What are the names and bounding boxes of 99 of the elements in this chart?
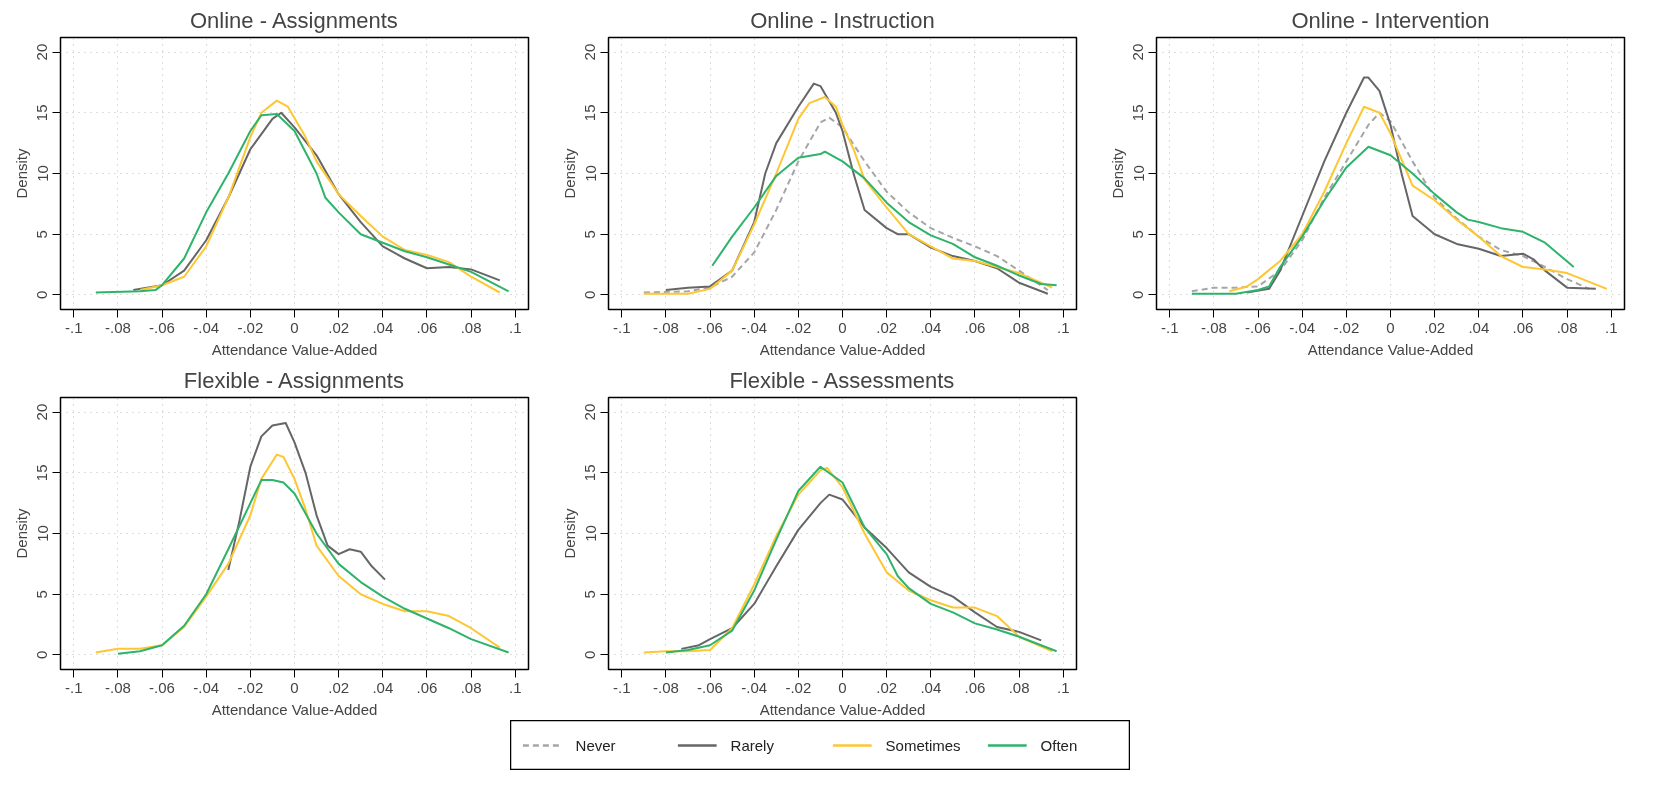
x-tick-label: -.06 [149, 318, 175, 336]
x-tick-label: .04 [1468, 318, 1490, 336]
x-tick-label: -.02 [785, 678, 812, 696]
x-tick-label: -.04 [193, 318, 220, 336]
y-tick-label: 15 [581, 464, 599, 482]
y-tick-label: 0 [581, 650, 599, 660]
x-tick-label: 0 [1386, 318, 1395, 336]
x-axis-title: Attendance Value-Added [211, 340, 378, 358]
y-tick-label: 10 [581, 525, 599, 542]
x-tick-label: 0 [290, 678, 299, 696]
y-tick-label: 0 [33, 650, 51, 660]
x-tick-label: -.04 [193, 678, 220, 696]
x-tick-label: -.06 [697, 678, 723, 696]
y-axis-title: Density [560, 147, 578, 199]
y-tick-label: 20 [33, 403, 51, 421]
y-tick-label: 10 [33, 525, 51, 542]
y-tick-label: 20 [1129, 43, 1147, 61]
x-tick-label: .02 [876, 678, 898, 696]
x-tick-label: .06 [964, 678, 986, 696]
x-tick-label: .02 [328, 678, 350, 696]
x-tick-label: -.08 [104, 678, 131, 696]
y-tick-label: 5 [33, 590, 51, 599]
x-tick-label: .1 [509, 678, 522, 696]
y-tick-label: 20 [581, 43, 599, 61]
y-tick-label: 20 [581, 403, 599, 421]
x-tick-label: .04 [920, 678, 942, 696]
x-tick-label: .08 [1008, 318, 1030, 336]
chart-title: Flexible - Assignments [183, 367, 404, 393]
x-tick-label: .02 [876, 318, 898, 336]
x-axis-title: Attendance Value-Added [759, 700, 926, 718]
y-tick-label: 5 [1129, 230, 1147, 239]
x-tick-label: 0 [838, 678, 847, 696]
x-tick-label: -.1 [612, 318, 631, 336]
x-tick-label: .1 [1057, 318, 1070, 336]
y-tick-label: 15 [33, 104, 51, 122]
y-tick-label: 20 [33, 43, 51, 61]
y-axis-title: Density [12, 507, 30, 559]
chart-title: Online - Assignments [189, 7, 398, 33]
x-tick-label: -.1 [612, 678, 631, 696]
x-tick-label: -.06 [149, 678, 175, 696]
x-tick-label: 0 [838, 318, 847, 336]
x-tick-label: -.02 [1333, 318, 1360, 336]
x-tick-label: -.02 [785, 318, 812, 336]
x-tick-label: -.04 [741, 678, 768, 696]
x-tick-label: .1 [1605, 318, 1618, 336]
y-tick-label: 15 [581, 104, 599, 122]
chart-title: Online - Intervention [1291, 7, 1490, 33]
x-tick-label: .08 [460, 318, 482, 336]
y-tick-label: 10 [1129, 165, 1147, 182]
x-axis-title: Attendance Value-Added [1307, 340, 1474, 358]
y-tick-label: 5 [581, 590, 599, 599]
chart-title: Flexible - Assessments [729, 367, 955, 393]
x-tick-label: .02 [1424, 318, 1446, 336]
y-tick-label: 0 [1129, 290, 1147, 300]
x-tick-label: 0 [290, 318, 299, 336]
x-tick-label: .08 [1556, 318, 1578, 336]
y-tick-label: 15 [33, 464, 51, 482]
y-axis-title: Density [12, 147, 30, 199]
x-tick-label: .04 [372, 318, 394, 336]
x-tick-label: -.08 [1200, 318, 1227, 336]
x-tick-label: -.1 [64, 318, 83, 336]
x-tick-label: -.08 [652, 318, 679, 336]
legend-label: Rarely [730, 737, 775, 754]
x-tick-label: -.06 [697, 318, 723, 336]
x-tick-label: .02 [328, 318, 350, 336]
legend-label: Never [575, 737, 616, 754]
y-tick-label: 10 [581, 165, 599, 182]
x-tick-label: -.04 [1289, 318, 1316, 336]
x-tick-label: .06 [416, 318, 438, 336]
x-tick-label: .08 [1008, 678, 1030, 696]
y-tick-label: 0 [33, 290, 51, 300]
x-tick-label: -.04 [741, 318, 768, 336]
y-tick-label: 5 [581, 230, 599, 239]
y-tick-label: 15 [1129, 104, 1147, 122]
x-tick-label: -.02 [237, 678, 264, 696]
x-tick-label: .04 [372, 678, 394, 696]
x-tick-label: -.06 [1245, 318, 1271, 336]
x-tick-label: -.02 [237, 318, 264, 336]
y-axis-title: Density [1108, 147, 1126, 199]
x-axis-title: Attendance Value-Added [211, 700, 378, 718]
x-tick-label: .06 [416, 678, 438, 696]
x-tick-label: .04 [920, 318, 942, 336]
x-tick-label: .1 [1057, 678, 1070, 696]
y-tick-label: 0 [581, 290, 599, 300]
x-tick-label: .06 [1512, 318, 1534, 336]
x-tick-label: .1 [509, 318, 522, 336]
x-tick-label: -.08 [652, 678, 679, 696]
x-tick-label: -.08 [104, 318, 131, 336]
legend-label: Often [1040, 737, 1078, 754]
y-tick-label: 10 [33, 165, 51, 182]
x-tick-label: .08 [460, 678, 482, 696]
y-tick-label: 5 [33, 230, 51, 239]
legend-label: Sometimes [885, 737, 961, 754]
y-axis-title: Density [560, 507, 578, 559]
x-tick-label: .06 [964, 318, 986, 336]
chart-title: Online - Instruction [750, 7, 935, 33]
x-axis-title: Attendance Value-Added [759, 340, 926, 358]
x-tick-label: -.1 [64, 678, 83, 696]
x-tick-label: -.1 [1160, 318, 1179, 336]
